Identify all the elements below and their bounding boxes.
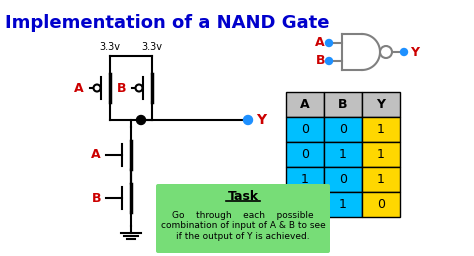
- Text: 0: 0: [377, 198, 385, 211]
- Text: 1: 1: [377, 173, 385, 186]
- Bar: [362, 117, 400, 142]
- Bar: [324, 92, 362, 117]
- Bar: [324, 142, 362, 167]
- Text: A: A: [91, 148, 101, 162]
- Text: A: A: [74, 81, 84, 94]
- Bar: [362, 92, 400, 117]
- Bar: [286, 92, 324, 117]
- Bar: [362, 142, 400, 167]
- Text: B: B: [338, 98, 348, 111]
- Text: Task: Task: [228, 189, 258, 202]
- Text: Y: Y: [256, 113, 266, 127]
- Text: 0: 0: [301, 123, 309, 136]
- Text: 1: 1: [301, 198, 309, 211]
- Text: B: B: [117, 81, 126, 94]
- Bar: [286, 192, 324, 217]
- Text: Y: Y: [410, 46, 419, 59]
- Text: 1: 1: [301, 173, 309, 186]
- Text: 1: 1: [339, 148, 347, 161]
- Text: 1: 1: [339, 198, 347, 211]
- Circle shape: [326, 58, 332, 65]
- Text: 1: 1: [377, 123, 385, 136]
- Bar: [362, 192, 400, 217]
- Circle shape: [244, 115, 253, 124]
- Text: 1: 1: [377, 148, 385, 161]
- Text: Go    through    each    possible
combination of input of A & B to see
if the ou: Go through each possible combination of …: [161, 211, 325, 241]
- Circle shape: [137, 115, 146, 124]
- Text: 0: 0: [339, 123, 347, 136]
- Text: A: A: [315, 37, 325, 49]
- FancyBboxPatch shape: [156, 184, 330, 253]
- Text: Y: Y: [376, 98, 385, 111]
- Text: A: A: [300, 98, 310, 111]
- Text: B: B: [316, 55, 325, 68]
- Circle shape: [326, 39, 332, 47]
- Text: 3.3v: 3.3v: [100, 42, 120, 52]
- Bar: [286, 117, 324, 142]
- Circle shape: [380, 46, 392, 58]
- Circle shape: [401, 48, 408, 56]
- Text: B: B: [91, 191, 101, 205]
- Text: 3.3v: 3.3v: [142, 42, 163, 52]
- Bar: [362, 167, 400, 192]
- Text: 0: 0: [339, 173, 347, 186]
- Bar: [324, 117, 362, 142]
- Circle shape: [136, 84, 143, 91]
- Bar: [324, 167, 362, 192]
- Text: Implementation of a NAND Gate: Implementation of a NAND Gate: [5, 14, 329, 32]
- Bar: [286, 167, 324, 192]
- Text: 0: 0: [301, 148, 309, 161]
- Circle shape: [93, 84, 100, 91]
- Bar: [324, 192, 362, 217]
- Bar: [286, 142, 324, 167]
